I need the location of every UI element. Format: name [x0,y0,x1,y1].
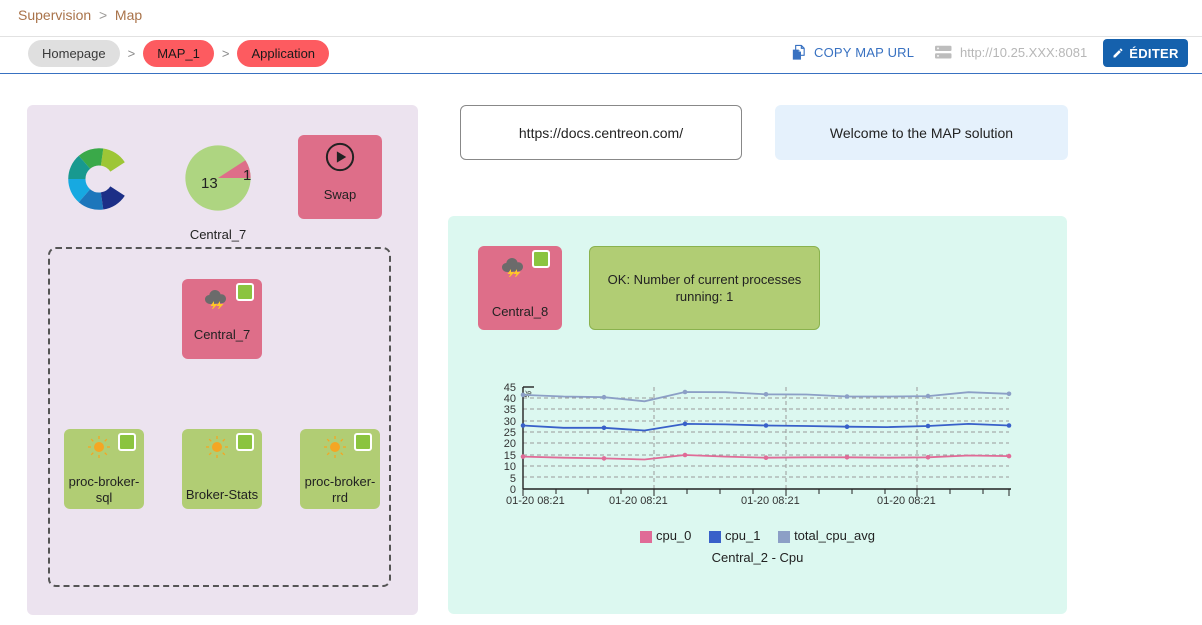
svg-text:01-20 08:21: 01-20 08:21 [877,495,936,507]
svg-text:01-20 08:21: 01-20 08:21 [506,495,565,507]
svg-text:10: 10 [504,461,516,473]
svg-text:35: 35 [504,404,516,416]
svg-text:01-20 08:21: 01-20 08:21 [741,495,800,507]
svg-text:01-20 08:21: 01-20 08:21 [609,495,668,507]
svg-text:20: 20 [504,438,516,450]
